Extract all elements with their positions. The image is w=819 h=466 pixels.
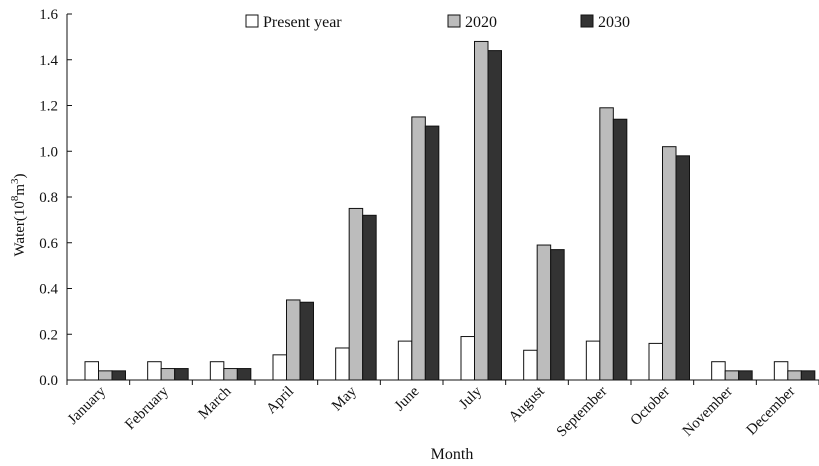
bar-present-year-april [272,354,287,380]
x-tick-label-march: March [195,383,234,422]
bar-present-year-january [84,361,99,380]
bar-2030-september [612,118,628,380]
bars-layer [84,40,816,380]
bar-2020-april [286,299,301,380]
x-tick-label-june: June [392,383,423,414]
bar-2030-february [174,368,189,380]
bar-2030-october [675,155,690,380]
bar-2030-may [362,214,377,380]
y-tick-label: 1.4 [39,53,58,69]
x-tick-label-may: May [329,383,360,414]
bar-2020-march [223,368,238,380]
bar-2030-january [111,370,126,380]
bar-present-year-november [711,361,726,380]
x-tick-label-august: August [506,383,549,426]
y-tick-label: 0.6 [39,236,58,252]
bar-2030-july [487,50,502,380]
bar-2030-june [424,125,440,380]
bar-present-year-december [773,361,789,380]
bar-2020-may [348,207,364,380]
x-tick-label-october: October [628,384,673,429]
bar-present-year-march [209,361,225,380]
bar-present-year-august [523,349,538,380]
x-tick-label-december: December [744,384,799,439]
bar-present-year-february [147,361,162,380]
x-tick-label-february: February [122,383,172,433]
bar-2030-august [550,249,565,380]
bar-present-year-may [335,347,350,380]
bar-2020-january [98,370,113,380]
x-tick-label-january: January [65,383,110,428]
x-axis-title: Month [431,446,474,463]
y-tick-label: 0.0 [39,373,58,389]
bar-2020-december [787,370,802,380]
bar-2020-june [411,116,426,380]
y-tick-label: 0.2 [39,327,58,343]
bar-present-year-july [460,336,475,380]
y-tick-label: 1.6 [39,7,58,23]
y-tick-label: 0.4 [39,282,58,298]
bar-2020-july [474,40,489,380]
x-tick-label-july: July [456,383,485,412]
bar-present-year-september [585,340,601,380]
bar-2020-september [599,107,614,380]
legend: Present year 2020 2030 [245,14,630,31]
legend-label: Present year [263,14,342,31]
legend-swatch-2030 [580,14,594,28]
bar-present-year-october [648,342,663,380]
bar-2030-december [800,370,816,380]
y-tick-label: 1.2 [39,99,58,115]
bar-2020-october [662,146,677,380]
x-tick-label-april: April [263,384,297,418]
bar-2020-august [536,244,552,380]
bar-2020-november [724,370,740,380]
x-tick-label-november: November [680,384,736,440]
y-tick-label: 1.0 [39,144,58,160]
bar-2020-february [160,368,176,380]
bar-2030-november [738,370,753,380]
legend-label: 2020 [465,14,497,31]
legend-label: 2030 [598,14,630,31]
legend-swatch-2020 [447,14,461,28]
bar-2030-march [236,368,252,380]
bar-present-year-june [397,340,413,380]
bar-2030-april [299,301,314,380]
legend-swatch-present-year [245,14,259,28]
x-tick-label-september: September [554,384,611,441]
y-axis-title: Water(108m3) [9,173,28,256]
y-tick-label: 0.8 [39,190,58,206]
